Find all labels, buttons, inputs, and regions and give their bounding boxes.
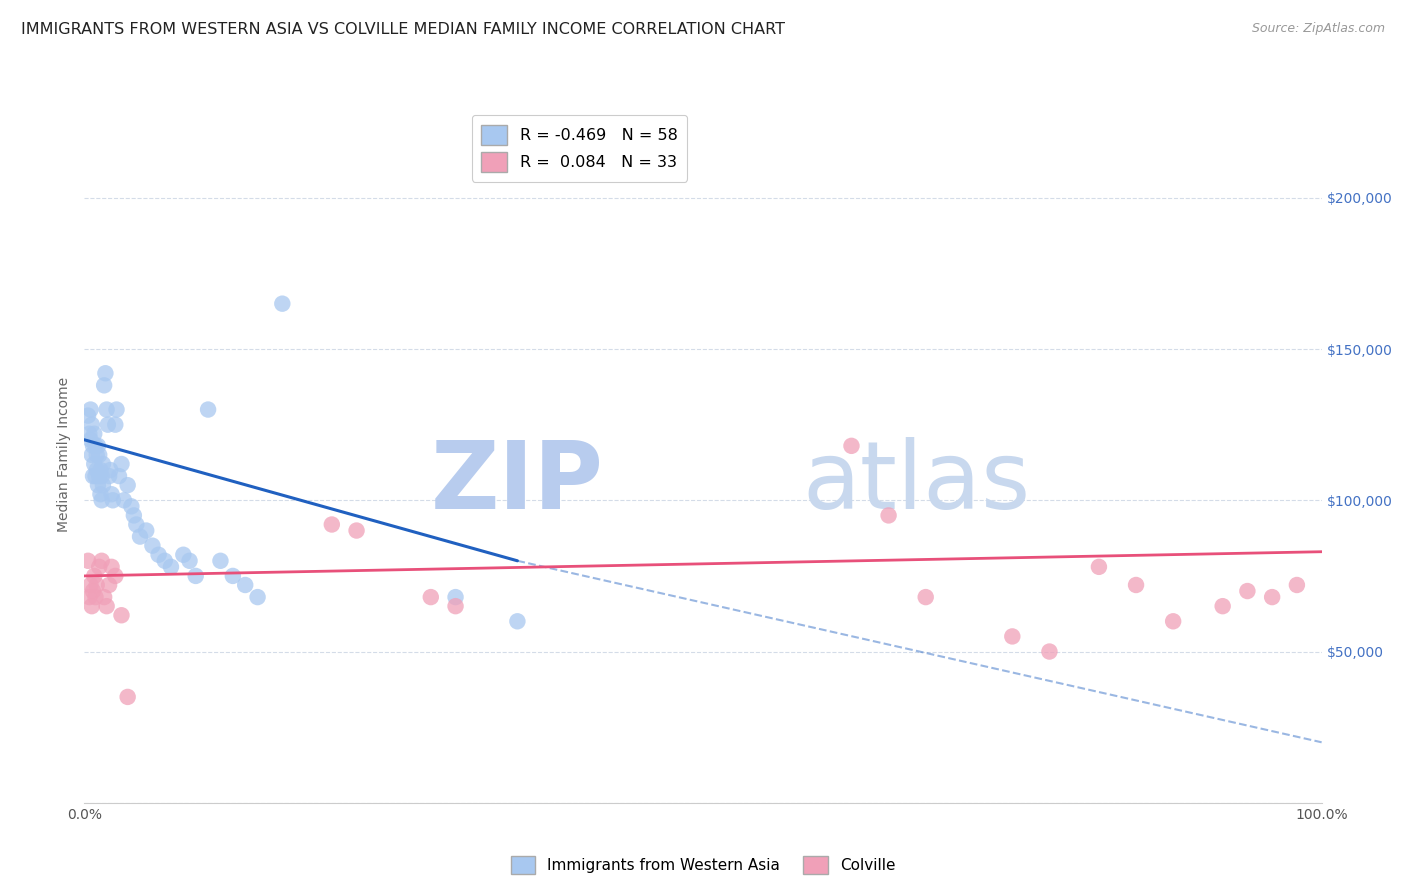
- Point: [87, 439, 110, 453]
- Point: [80, 599, 103, 614]
- Point: [179, 554, 201, 568]
- Point: [110, 608, 132, 623]
- Point: [1001, 629, 1024, 643]
- Point: [1236, 584, 1258, 599]
- Point: [1212, 599, 1234, 614]
- Point: [96, 402, 118, 417]
- Point: [129, 530, 152, 544]
- Point: [117, 690, 139, 704]
- Point: [101, 493, 124, 508]
- Text: ZIP: ZIP: [432, 437, 605, 529]
- Point: [87, 478, 110, 492]
- Text: atlas: atlas: [801, 437, 1031, 529]
- Point: [90, 469, 112, 483]
- Point: [246, 590, 269, 604]
- Point: [108, 469, 131, 483]
- Legend: R = -0.469   N = 58, R =  0.084   N = 33: R = -0.469 N = 58, R = 0.084 N = 33: [471, 115, 688, 182]
- Point: [89, 463, 111, 477]
- Point: [82, 469, 104, 483]
- Point: [77, 554, 100, 568]
- Point: [84, 469, 107, 483]
- Point: [841, 439, 863, 453]
- Point: [1125, 578, 1147, 592]
- Point: [444, 599, 467, 614]
- Point: [97, 417, 120, 432]
- Legend: Immigrants from Western Asia, Colville: Immigrants from Western Asia, Colville: [505, 850, 901, 880]
- Point: [84, 439, 107, 453]
- Point: [120, 500, 142, 514]
- Point: [89, 559, 111, 574]
- Point: [100, 487, 122, 501]
- Point: [90, 493, 112, 508]
- Point: [79, 433, 101, 447]
- Point: [83, 426, 105, 441]
- Point: [1161, 615, 1184, 629]
- Point: [98, 578, 121, 592]
- Point: [112, 493, 135, 508]
- Point: [321, 517, 343, 532]
- Point: [1285, 578, 1308, 592]
- Point: [122, 508, 145, 523]
- Point: [89, 469, 111, 483]
- Point: [86, 463, 108, 477]
- Point: [100, 559, 122, 574]
- Point: [98, 463, 121, 477]
- Point: [506, 615, 529, 629]
- Point: [877, 508, 900, 523]
- Point: [90, 554, 112, 568]
- Point: [84, 590, 107, 604]
- Point: [153, 554, 176, 568]
- Point: [80, 448, 103, 462]
- Point: [80, 417, 103, 432]
- Point: [125, 517, 148, 532]
- Point: [93, 378, 115, 392]
- Point: [914, 590, 936, 604]
- Point: [117, 478, 139, 492]
- Point: [83, 457, 105, 471]
- Point: [184, 569, 207, 583]
- Text: IMMIGRANTS FROM WESTERN ASIA VS COLVILLE MEDIAN FAMILY INCOME CORRELATION CHART: IMMIGRANTS FROM WESTERN ASIA VS COLVILLE…: [21, 22, 785, 37]
- Point: [172, 548, 194, 562]
- Point: [233, 578, 256, 592]
- Point: [222, 569, 245, 583]
- Point: [86, 578, 108, 592]
- Point: [93, 590, 115, 604]
- Point: [1038, 644, 1060, 658]
- Point: [271, 296, 294, 310]
- Point: [94, 366, 117, 380]
- Point: [1088, 559, 1111, 574]
- Point: [135, 524, 157, 538]
- Point: [148, 548, 170, 562]
- Text: Source: ZipAtlas.com: Source: ZipAtlas.com: [1251, 22, 1385, 36]
- Point: [160, 559, 183, 574]
- Point: [96, 599, 118, 614]
- Point: [98, 469, 121, 483]
- Point: [77, 409, 100, 423]
- Point: [105, 402, 128, 417]
- Point: [110, 457, 132, 471]
- Point: [79, 426, 101, 441]
- Point: [83, 569, 105, 583]
- Point: [86, 448, 108, 462]
- Point: [79, 578, 101, 592]
- Point: [1261, 590, 1284, 604]
- Y-axis label: Median Family Income: Median Family Income: [58, 377, 72, 533]
- Point: [91, 478, 114, 492]
- Point: [82, 584, 104, 599]
- Point: [197, 402, 219, 417]
- Point: [419, 590, 441, 604]
- Point: [82, 439, 104, 453]
- Point: [444, 590, 467, 604]
- Point: [79, 402, 101, 417]
- Point: [104, 417, 127, 432]
- Point: [141, 539, 163, 553]
- Point: [91, 457, 114, 471]
- Point: [89, 487, 111, 501]
- Point: [346, 524, 368, 538]
- Point: [89, 448, 111, 462]
- Point: [104, 569, 127, 583]
- Point: [209, 554, 232, 568]
- Point: [79, 590, 101, 604]
